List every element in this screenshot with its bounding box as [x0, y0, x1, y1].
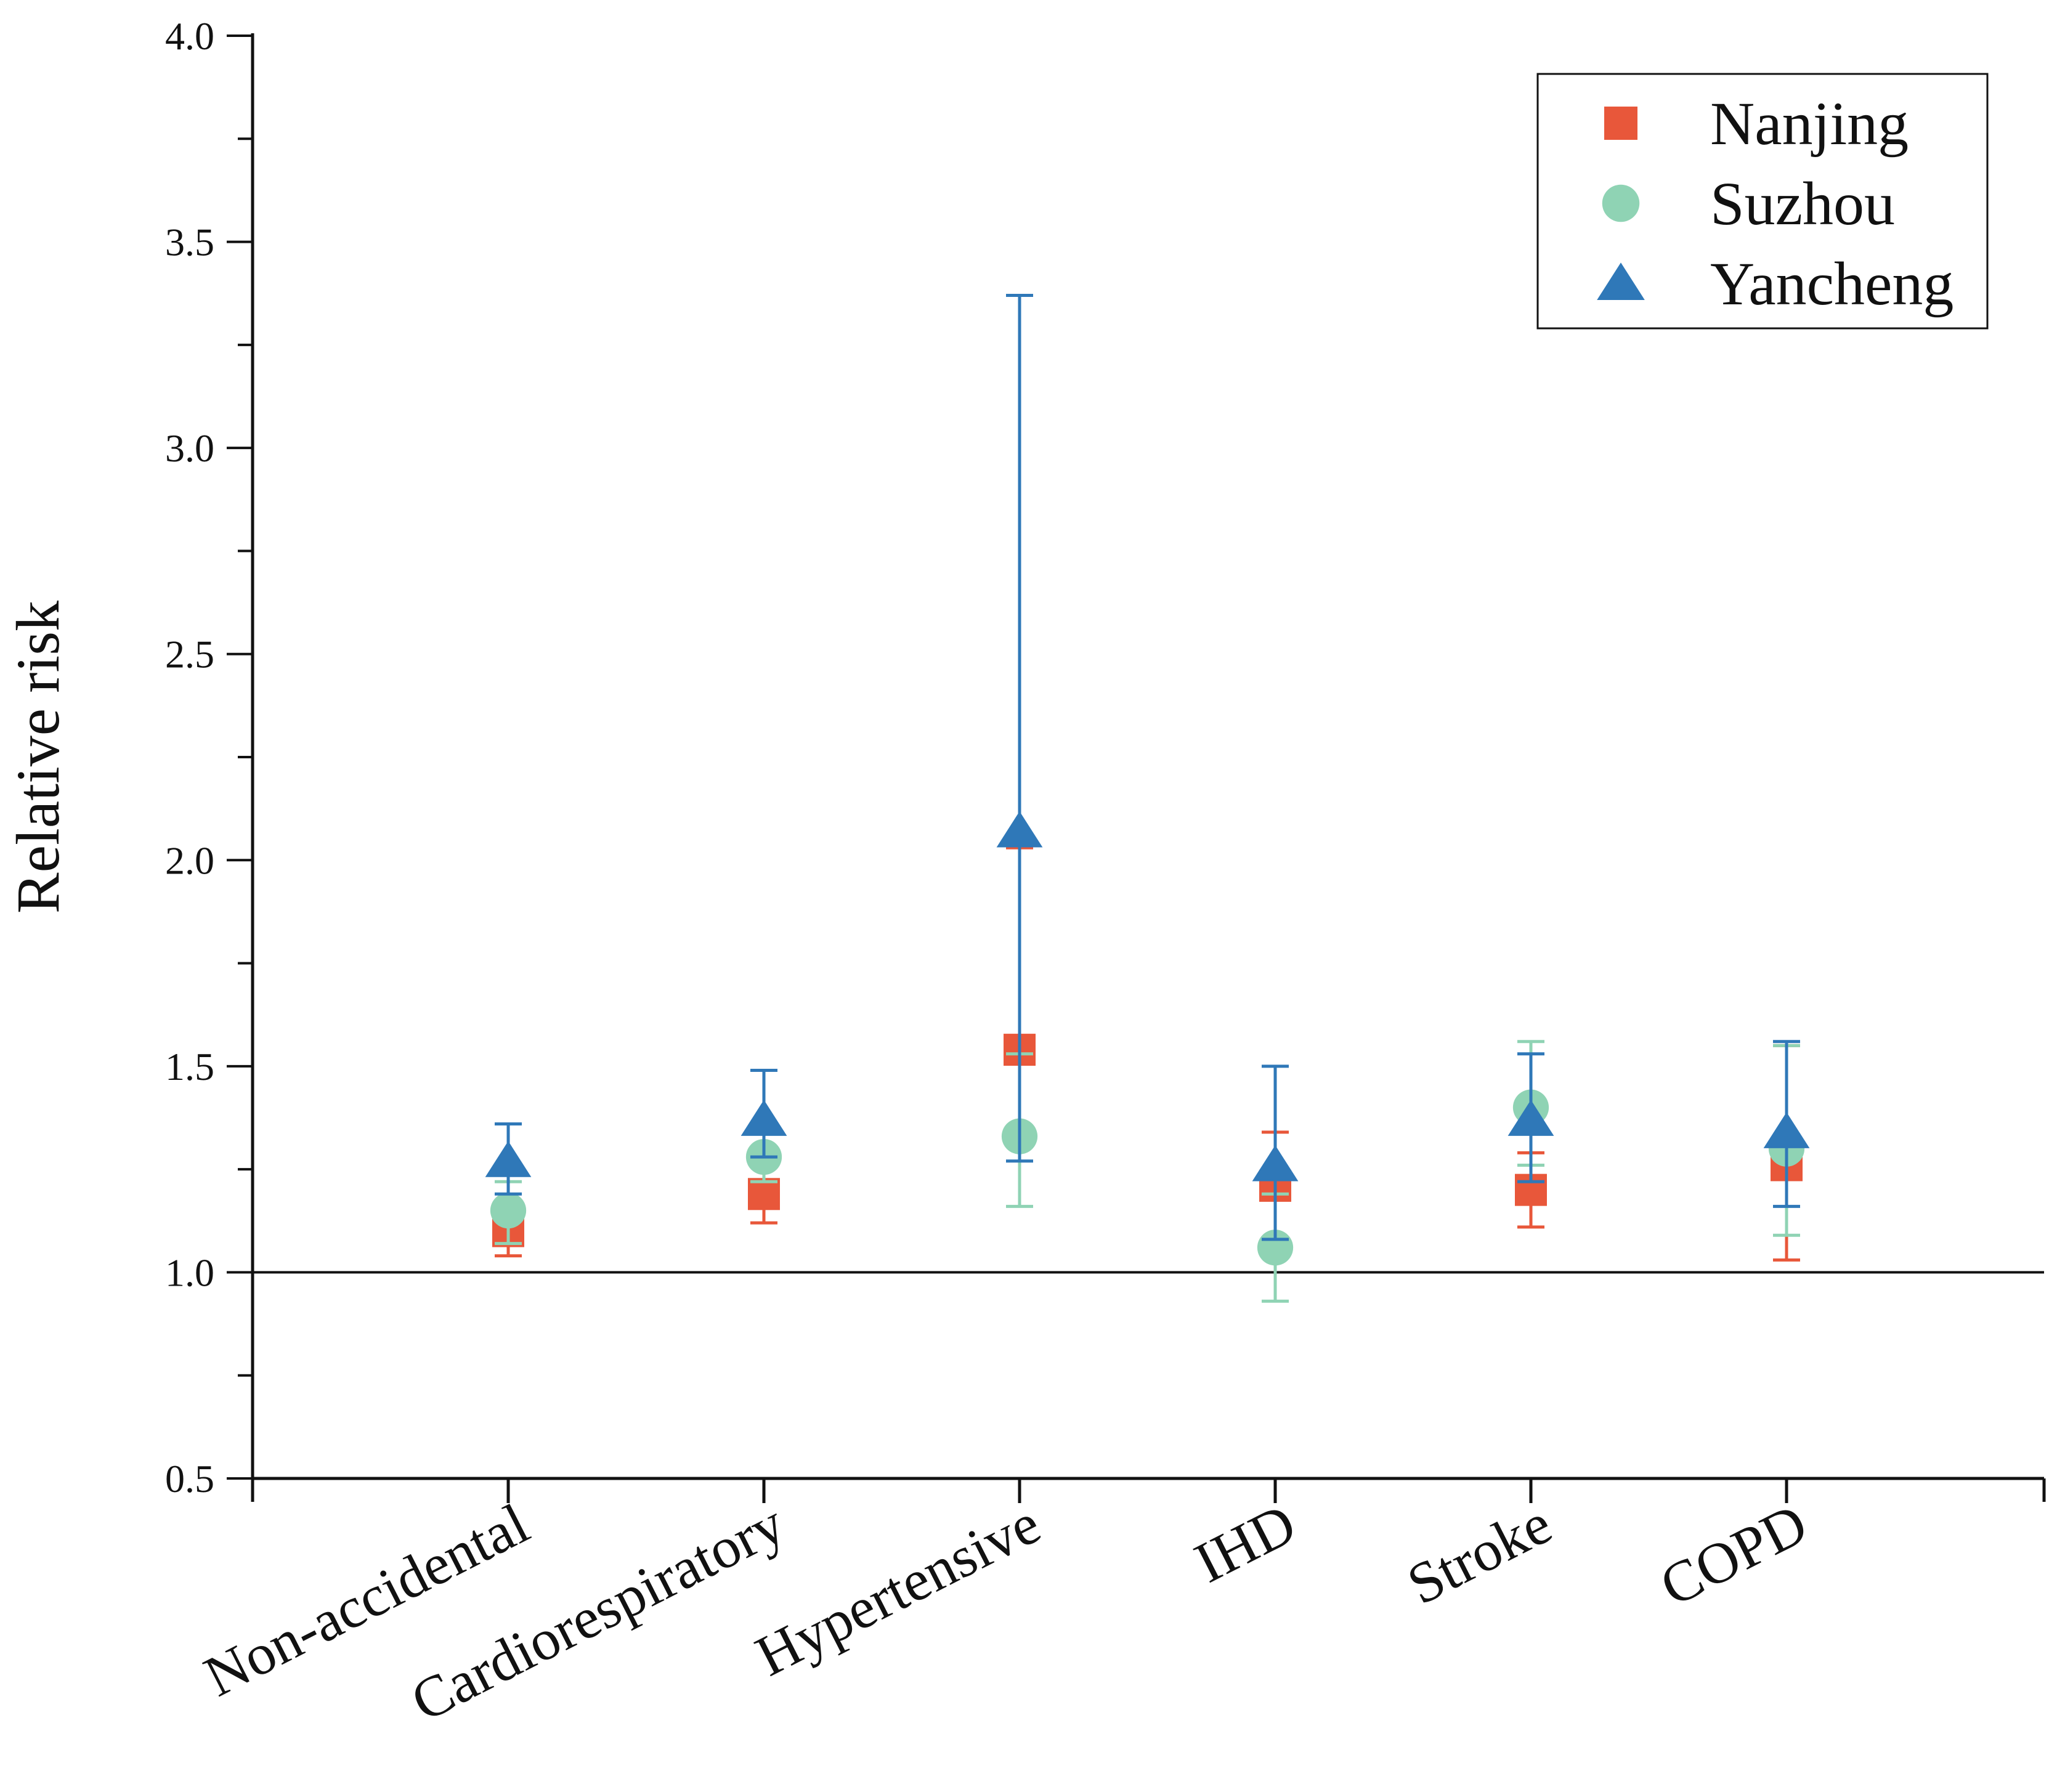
y-tick-label: 1.5 — [165, 1045, 214, 1089]
legend-marker-nanjing — [1604, 107, 1637, 140]
legend-item-yancheng: Yancheng — [1597, 249, 1954, 318]
y-tick-label: 0.5 — [165, 1457, 214, 1501]
y-axis-title: Relative risk — [4, 601, 72, 914]
legend-label-yancheng: Yancheng — [1710, 249, 1954, 318]
legend: Nanjing Suzhou Yancheng — [1536, 73, 1989, 330]
y-tick-label: 3.5 — [165, 221, 214, 264]
point-yancheng — [996, 811, 1043, 848]
point-suzhou — [490, 1192, 527, 1229]
legend-item-nanjing: Nanjing — [1604, 89, 1909, 158]
y-tick-label: 2.0 — [165, 838, 214, 882]
data-marks — [485, 294, 1810, 1303]
legend-marker-suzhou — [1602, 184, 1640, 222]
y-tick-label: 4.0 — [165, 14, 214, 58]
point-yancheng — [1507, 1100, 1554, 1136]
point-yancheng — [1252, 1145, 1299, 1182]
x-tick-label: Stroke — [1398, 1491, 1562, 1617]
series-nanjing — [492, 846, 1803, 1262]
x-tick-label: COPD — [1650, 1491, 1817, 1619]
point-nanjing — [748, 1178, 780, 1210]
legend-marker-yancheng — [1597, 262, 1645, 300]
x-tick-label: IHD — [1185, 1491, 1305, 1595]
legend-label-nanjing: Nanjing — [1710, 89, 1909, 158]
legend-label-suzhou: Suzhou — [1710, 169, 1895, 238]
y-tick-label: 1.0 — [165, 1251, 214, 1294]
point-yancheng — [485, 1141, 532, 1177]
legend-item-suzhou: Suzhou — [1602, 169, 1895, 238]
series-yancheng — [485, 294, 1810, 1241]
y-tick-label: 3.0 — [165, 426, 214, 470]
series-suzhou — [490, 1040, 1805, 1303]
point-yancheng — [1763, 1112, 1810, 1148]
point-yancheng — [740, 1100, 787, 1136]
x-tick-label: Hypertensive — [746, 1491, 1050, 1689]
error-bar-yancheng — [1006, 294, 1033, 1163]
y-tick-label: 2.5 — [165, 633, 214, 676]
